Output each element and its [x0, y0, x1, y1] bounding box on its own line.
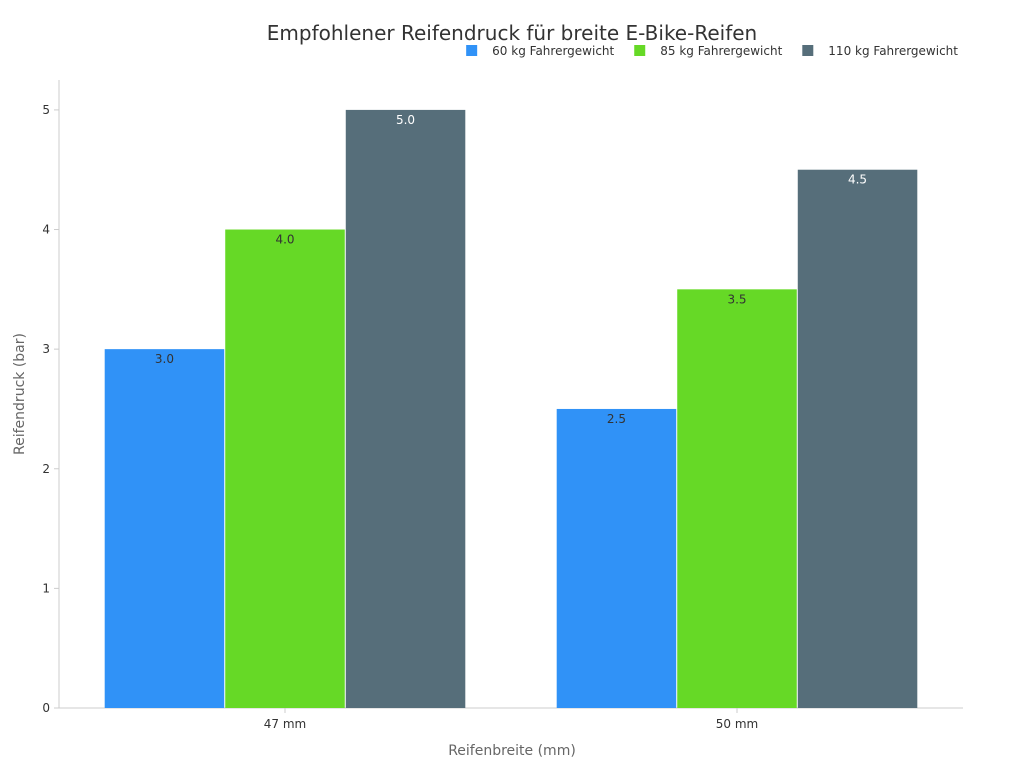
x-ticks: 47 mm 50 mm: [264, 708, 758, 731]
y-tick-label: 2: [42, 462, 50, 476]
legend-item: 110 kg Fahrergewicht: [802, 44, 958, 58]
legend-item: 60 kg Fahrergewicht: [466, 44, 615, 58]
bar-value-label: 2.5: [607, 412, 626, 426]
bar: [225, 229, 345, 708]
legend-swatch: [802, 45, 814, 56]
bars: [104, 109, 918, 708]
bar-value-label: 5.0: [396, 113, 415, 127]
y-tick-label: 5: [42, 103, 50, 117]
y-ticks: 0 1 2 3 4 5: [42, 103, 59, 715]
bar-value-label: 4.5: [848, 173, 867, 187]
bar: [104, 349, 225, 708]
legend-label: 110 kg Fahrergewicht: [828, 44, 958, 58]
legend: 60 kg Fahrergewicht 85 kg Fahrergewicht 11…: [466, 44, 958, 58]
bar-value-label: 4.0: [275, 233, 294, 247]
y-tick-label: 1: [42, 581, 50, 595]
bar: [677, 289, 797, 708]
y-tick-label: 4: [42, 223, 50, 237]
y-axis-title: Reifendruck (bar): [12, 333, 28, 455]
legend-item: 85 kg Fahrergewicht: [634, 44, 783, 58]
bar: [797, 169, 918, 708]
x-tick-label: 47 mm: [264, 717, 306, 731]
y-tick-label: 0: [42, 701, 50, 715]
legend-swatch: [466, 45, 478, 56]
bar-value-label: 3.5: [727, 292, 746, 306]
legend-label: 85 kg Fahrergewicht: [660, 44, 782, 58]
legend-label: 60 kg Fahrergewicht: [492, 44, 614, 58]
chart-title: Empfohlener Reifendruck für breite E-Bik…: [267, 21, 757, 45]
bar: [556, 408, 677, 708]
x-tick-label: 50 mm: [716, 717, 758, 731]
bar-value-label: 3.0: [155, 352, 174, 366]
bar-labels: 3.0 4.0 5.0 2.5 3.5 4.5: [155, 113, 867, 426]
x-axis-title: Reifenbreite (mm): [448, 743, 576, 759]
legend-swatch: [634, 45, 646, 56]
bar: [345, 109, 466, 708]
y-tick-label: 3: [42, 342, 50, 356]
